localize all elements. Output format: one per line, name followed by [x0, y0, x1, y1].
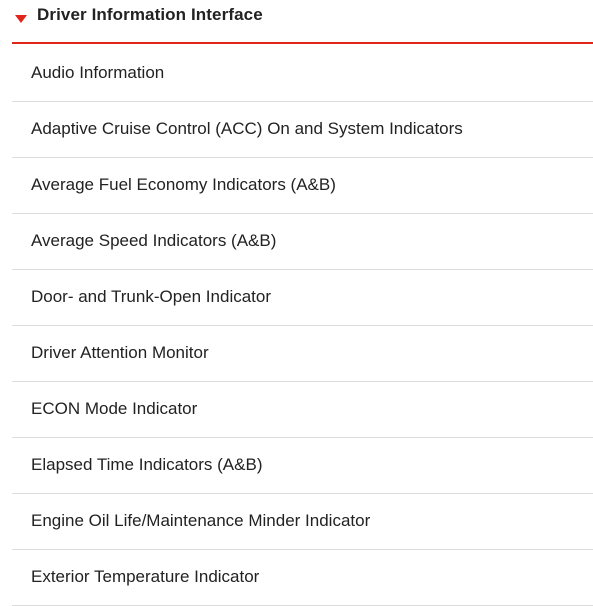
accordion-header[interactable]: Driver Information Interface: [12, 0, 593, 44]
list-item-exterior-temperature[interactable]: Exterior Temperature Indicator: [12, 550, 593, 606]
list-item-label[interactable]: Exterior Temperature Indicator: [31, 567, 260, 586]
list-item-engine-oil-life[interactable]: Engine Oil Life/Maintenance Minder Indic…: [12, 494, 593, 550]
list-item-econ-mode[interactable]: ECON Mode Indicator: [12, 382, 593, 438]
list-item-label[interactable]: Average Fuel Economy Indicators (A&B): [31, 175, 336, 194]
list-item-label[interactable]: Average Speed Indicators (A&B): [31, 231, 277, 250]
list-item-door-trunk-open[interactable]: Door- and Trunk-Open Indicator: [12, 270, 593, 326]
caret-down-icon[interactable]: [15, 15, 27, 23]
list-item-label[interactable]: Engine Oil Life/Maintenance Minder Indic…: [31, 511, 371, 530]
item-list: Audio Information Adaptive Cruise Contro…: [12, 46, 593, 606]
list-item-label[interactable]: Elapsed Time Indicators (A&B): [31, 455, 263, 474]
list-item-audio-information[interactable]: Audio Information: [12, 46, 593, 102]
list-item-label[interactable]: Audio Information: [31, 63, 165, 82]
list-item-label[interactable]: Door- and Trunk-Open Indicator: [31, 287, 272, 306]
section-title: Driver Information Interface: [37, 5, 263, 24]
list-item-adaptive-cruise-control[interactable]: Adaptive Cruise Control (ACC) On and Sys…: [12, 102, 593, 158]
list-item-label[interactable]: Driver Attention Monitor: [31, 343, 209, 362]
list-item-label[interactable]: Adaptive Cruise Control (ACC) On and Sys…: [31, 119, 463, 138]
list-item-average-speed[interactable]: Average Speed Indicators (A&B): [12, 214, 593, 270]
list-item-driver-attention-monitor[interactable]: Driver Attention Monitor: [12, 326, 593, 382]
list-item-elapsed-time[interactable]: Elapsed Time Indicators (A&B): [12, 438, 593, 494]
list-item-label[interactable]: ECON Mode Indicator: [31, 399, 198, 418]
list-item-average-fuel-economy[interactable]: Average Fuel Economy Indicators (A&B): [12, 158, 593, 214]
